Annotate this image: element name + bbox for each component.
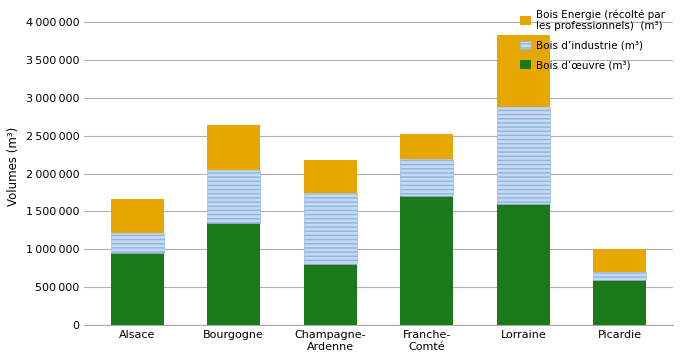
Bar bbox=[207, 223, 260, 325]
Bar bbox=[496, 204, 550, 325]
Bar bbox=[304, 192, 357, 264]
Legend: Bois Energie (récolté par
les professionnels)  (m³), Bois d’industrie (m³), Bois: Bois Energie (récolté par les profession… bbox=[517, 6, 668, 73]
Bar bbox=[111, 253, 164, 325]
Bar bbox=[111, 233, 164, 253]
Bar bbox=[593, 280, 646, 325]
Bar bbox=[111, 199, 164, 233]
Y-axis label: Volumes (m³): Volumes (m³) bbox=[7, 126, 20, 206]
Bar bbox=[207, 170, 260, 223]
Bar bbox=[496, 107, 550, 204]
Bar bbox=[401, 134, 454, 159]
Bar bbox=[207, 125, 260, 170]
Bar bbox=[401, 159, 454, 196]
Bar bbox=[401, 196, 454, 325]
Bar bbox=[593, 248, 646, 272]
Bar bbox=[496, 35, 550, 107]
Bar bbox=[304, 160, 357, 192]
Bar bbox=[304, 264, 357, 325]
Bar bbox=[593, 272, 646, 280]
